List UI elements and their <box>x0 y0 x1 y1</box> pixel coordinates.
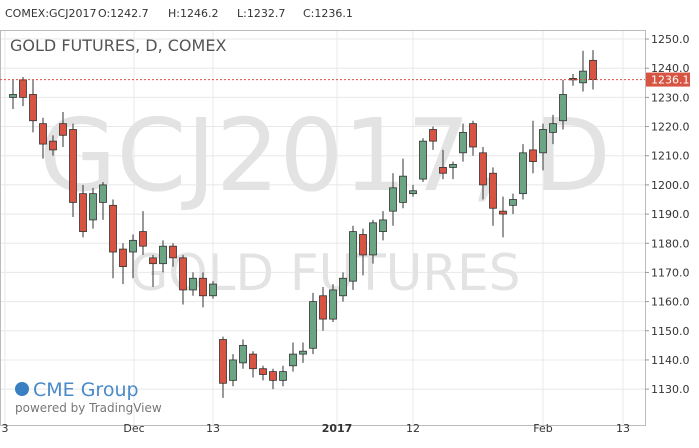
candle-body <box>549 123 557 133</box>
candle-body <box>9 94 17 98</box>
candle-body <box>499 210 507 215</box>
y-tick-label: 1150.0 <box>651 325 690 338</box>
last-price-tag <box>646 72 690 87</box>
x-tick-label: 13 <box>616 422 630 435</box>
candle-body <box>509 199 517 206</box>
candle-body <box>369 222 377 256</box>
candle-body <box>519 152 527 195</box>
x-tick-label: 3 <box>2 422 9 435</box>
candle-body <box>379 219 387 232</box>
candle-body <box>179 257 187 291</box>
candle-body <box>479 152 487 186</box>
y-tick-label: 1130.0 <box>651 383 690 396</box>
y-tick-label: 1250.0 <box>651 33 690 46</box>
candle-body <box>279 371 287 381</box>
plot-border <box>0 30 646 426</box>
candle-body <box>259 368 267 375</box>
candle-body <box>169 245 177 259</box>
candle-body <box>489 172 497 209</box>
x-tick-label: Feb <box>533 422 552 435</box>
candle-body <box>69 129 77 203</box>
candle-body <box>219 339 227 384</box>
candle-body <box>159 245 167 265</box>
y-tick-label: 1200.0 <box>651 179 690 192</box>
candle-body <box>359 234 367 256</box>
candle-body <box>319 295 327 320</box>
candle-body <box>399 175 407 203</box>
x-tick-label: 13 <box>206 422 220 435</box>
y-tick-label: 1170.0 <box>651 266 690 279</box>
candle-body <box>299 350 307 355</box>
candle-body <box>579 70 587 84</box>
candle-body <box>249 353 257 370</box>
header-high: H:1246.2 <box>168 7 218 20</box>
y-tick-label: 1160.0 <box>651 296 690 309</box>
candle-body <box>229 359 237 381</box>
candle-body <box>109 204 117 253</box>
y-tick-label: 1230.0 <box>651 91 690 104</box>
candle-body <box>429 129 437 142</box>
candle-body <box>389 187 397 212</box>
candle-body <box>289 353 297 367</box>
candle-body <box>189 277 197 291</box>
candle-body <box>529 149 537 162</box>
y-tick-label: 1190.0 <box>651 208 690 221</box>
candle-body <box>469 123 477 148</box>
candle-body <box>329 289 337 320</box>
candle-body <box>449 164 457 168</box>
brand: CME Group <box>33 379 139 401</box>
candle-body <box>139 231 147 247</box>
grid <box>0 30 645 425</box>
candle-body <box>439 167 447 174</box>
candle-body <box>119 248 127 267</box>
candle-body <box>39 123 47 145</box>
candle-body <box>539 129 547 154</box>
header-open: O:1242.7 <box>98 7 149 20</box>
last-price-label: 1236.1 <box>651 74 690 87</box>
candle-body <box>79 193 87 232</box>
header-close: C:1236.1 <box>303 7 353 20</box>
candle-body <box>209 283 217 297</box>
candle-body <box>419 140 427 180</box>
y-tick-label: 1180.0 <box>651 237 690 250</box>
x-tick-label: 2017 <box>322 422 353 435</box>
candle-body <box>559 94 567 122</box>
logo-icon <box>15 382 29 396</box>
watermark: GCJ2017, D <box>39 97 611 214</box>
candle-body <box>409 190 417 195</box>
y-tick-label: 1140.0 <box>651 354 690 367</box>
header-symbol: COMEX:GCJ2017 <box>5 7 96 20</box>
y-tick-label: 1210.0 <box>651 150 690 163</box>
candle-body <box>269 371 277 381</box>
brand-sub: powered by TradingView <box>15 401 162 415</box>
candle-body <box>129 239 137 253</box>
candle-body <box>99 184 107 203</box>
candle-body <box>349 231 357 282</box>
x-tick-label: 12 <box>406 422 420 435</box>
candle-body <box>149 257 157 265</box>
candle-body <box>19 79 27 98</box>
chart-title: GOLD FUTURES, D, COMEX <box>10 36 226 55</box>
candle-body <box>589 59 597 80</box>
candle-body <box>309 301 317 349</box>
watermark: GOLD FUTURES <box>130 244 521 302</box>
candle-body <box>199 277 207 297</box>
candle-body <box>459 131 467 154</box>
candle-body <box>59 123 67 136</box>
candle-body <box>339 277 347 297</box>
candle-body <box>89 193 97 221</box>
candle-body <box>239 344 247 364</box>
candle-body <box>49 140 57 151</box>
candle-body <box>29 94 37 122</box>
x-tick-label: Dec <box>123 422 144 435</box>
header-low: L:1232.7 <box>237 7 285 20</box>
y-tick-label: 1220.0 <box>651 121 690 134</box>
y-tick-label: 1240.0 <box>651 62 690 75</box>
